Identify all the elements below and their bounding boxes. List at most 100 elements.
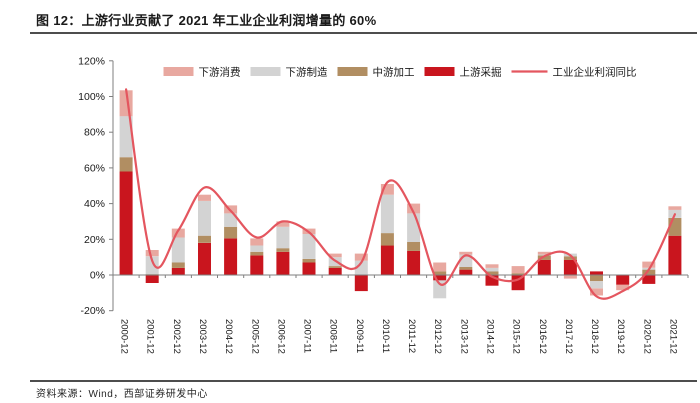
x-category-label: 2002-12 — [171, 319, 182, 354]
x-category-label: 2007-11 — [302, 319, 313, 353]
bar-segment — [433, 271, 447, 275]
bar-segment — [590, 288, 603, 296]
x-category-label: 2018-12 — [589, 319, 600, 354]
bar-segment — [328, 253, 342, 258]
bar-segment — [171, 237, 185, 263]
bar-segment — [276, 221, 290, 227]
x-category-label: 2005-12 — [249, 319, 260, 354]
bar-segment — [642, 275, 656, 284]
bar-segment — [642, 269, 656, 275]
bar-segment — [224, 213, 238, 227]
source-note: 资料来源：Wind，西部证券研发中心 — [36, 389, 208, 400]
x-category-label: 2012-12 — [432, 319, 443, 354]
bar-segment — [276, 251, 290, 275]
x-category-label: 2006-12 — [275, 319, 286, 354]
bar-segment — [302, 258, 316, 263]
bar-segment — [407, 242, 421, 251]
footer-divider — [30, 380, 697, 382]
legend-swatch — [250, 67, 281, 76]
x-category-label: 2004-12 — [223, 319, 234, 354]
x-category-label: 2010-11 — [380, 319, 391, 353]
bar-segment — [250, 255, 264, 275]
legend-item: 下游制造 — [250, 66, 328, 79]
bar-segment — [354, 260, 368, 275]
bar-segment — [276, 248, 290, 252]
legend-item: 下游消费 — [163, 66, 241, 79]
bar-segment — [459, 269, 473, 275]
x-category-label: 2003-12 — [197, 319, 208, 354]
bar-segment — [563, 275, 577, 279]
y-tick-label: 120% — [78, 55, 105, 67]
legend-swatch — [424, 67, 455, 76]
x-category-label: 2013-12 — [458, 319, 469, 354]
x-category-label: 2019-12 — [615, 319, 626, 354]
bar-segment — [590, 275, 603, 282]
bar-segment — [145, 275, 159, 283]
y-tick-label: 60% — [84, 162, 105, 174]
bar-segment — [459, 251, 473, 255]
bar-segment — [407, 203, 421, 214]
bar-segment — [380, 245, 394, 275]
x-category-label: 2008-11 — [328, 319, 339, 353]
bar-segment — [563, 256, 577, 260]
bar-segment — [354, 275, 368, 292]
bar-segment — [171, 267, 185, 275]
bar-segment — [407, 250, 421, 275]
x-category-label: 2011-12 — [406, 319, 417, 353]
bar-segment — [563, 259, 577, 275]
x-category-label: 2001-12 — [145, 319, 156, 354]
bar-segment — [433, 262, 447, 272]
bar-segment — [459, 267, 473, 270]
x-category-label: 2016-12 — [537, 319, 548, 354]
bar-segment — [590, 271, 603, 275]
bar-segment — [511, 266, 525, 274]
y-tick-label: 80% — [84, 127, 105, 139]
bar-segment — [380, 194, 394, 234]
bar-segment — [537, 255, 551, 260]
bar-segment — [250, 238, 264, 246]
bar-segment — [668, 206, 682, 210]
bar-segment — [616, 275, 630, 285]
y-tick-label: 100% — [78, 91, 105, 103]
x-category-label: 2000-12 — [119, 319, 130, 354]
bar-segment — [380, 233, 394, 246]
bar-segment — [171, 228, 185, 238]
bar-segment — [380, 184, 394, 195]
bar-segment — [119, 171, 133, 275]
bar-segment — [224, 226, 238, 239]
bar-segment — [668, 235, 682, 275]
bar-segment — [224, 238, 238, 275]
bar-segment — [198, 194, 211, 201]
bar-segment — [485, 267, 499, 272]
x-category-label: 2015-12 — [511, 319, 522, 354]
bar-segment — [407, 213, 421, 242]
x-category-label: 2009-11 — [354, 319, 365, 353]
bar-segment — [276, 226, 290, 249]
bar-segment — [198, 242, 211, 275]
bar-segment — [119, 157, 133, 172]
bar-segment — [250, 251, 264, 256]
bar-segment — [537, 254, 551, 256]
legend-label: 上游采掘 — [460, 66, 502, 79]
bar-segment — [302, 262, 316, 275]
bar-segment — [198, 235, 211, 243]
legend-item: 上游采掘 — [424, 66, 502, 79]
bar-segment — [145, 250, 159, 257]
bar-segment — [537, 251, 551, 255]
legend-swatch — [337, 67, 368, 76]
x-category-label: 2017-12 — [563, 319, 574, 354]
trend-line — [125, 88, 676, 300]
chart-title: 图 12：上游行业贡献了 2021 年工业企业利润增量的 60% — [36, 13, 377, 28]
chart-canvas: -20% 0% 20% 40% 60% 80% 100% 120% 2000-12 2001-12… — [78, 55, 689, 354]
y-tick-label: 20% — [84, 234, 105, 246]
bar-segment — [250, 245, 264, 252]
x-category-label: 2020-12 — [641, 319, 652, 354]
legend-item: 中游加工 — [337, 66, 415, 79]
title-divider — [30, 32, 697, 34]
bar-segment — [328, 266, 342, 268]
legend-label: 工业企业利润同比 — [553, 66, 637, 79]
bar-segment — [511, 273, 525, 275]
x-category-label: 2021-12 — [667, 319, 678, 354]
bar-segment — [328, 267, 342, 275]
bar-segment — [145, 256, 159, 275]
